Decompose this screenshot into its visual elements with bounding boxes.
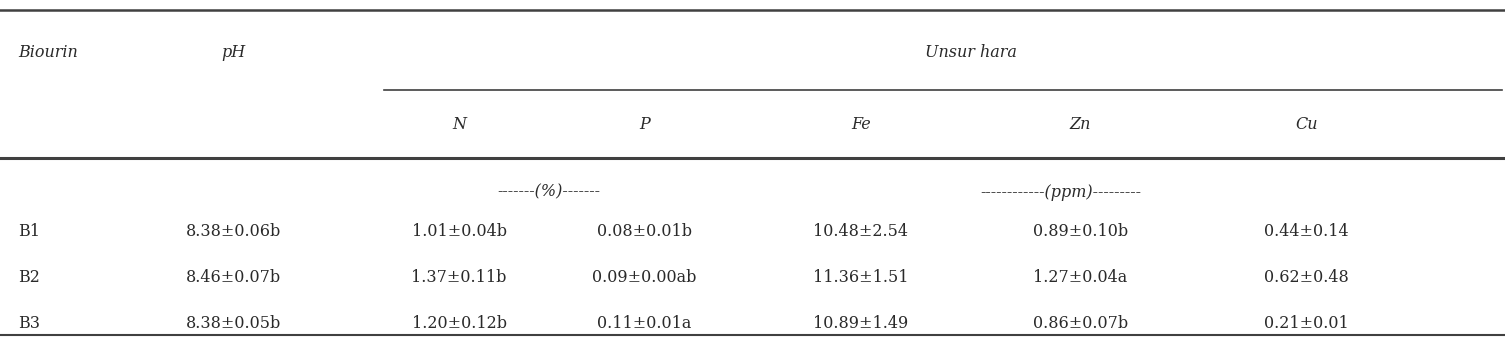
Text: Cu: Cu	[1296, 116, 1317, 133]
Text: Zn: Zn	[1070, 116, 1091, 133]
Text: N: N	[452, 116, 467, 133]
Text: 8.46±0.07b: 8.46±0.07b	[185, 269, 281, 286]
Text: 1.20±0.12b: 1.20±0.12b	[411, 314, 507, 332]
Text: 0.89±0.10b: 0.89±0.10b	[1032, 223, 1129, 240]
Text: B3: B3	[18, 314, 41, 332]
Text: 1.37±0.11b: 1.37±0.11b	[411, 269, 507, 286]
Text: 0.62±0.48: 0.62±0.48	[1264, 269, 1348, 286]
Text: Biourin: Biourin	[18, 44, 78, 61]
Text: 0.08±0.01b: 0.08±0.01b	[596, 223, 692, 240]
Text: P: P	[638, 116, 650, 133]
Text: 8.38±0.06b: 8.38±0.06b	[185, 223, 281, 240]
Text: -------(%)-------: -------(%)-------	[498, 184, 600, 201]
Text: Unsur hara: Unsur hara	[924, 44, 1017, 61]
Text: 1.01±0.04b: 1.01±0.04b	[411, 223, 507, 240]
Text: 0.44±0.14: 0.44±0.14	[1264, 223, 1348, 240]
Text: pH: pH	[221, 44, 245, 61]
Text: Fe: Fe	[850, 116, 871, 133]
Text: 0.11±0.01a: 0.11±0.01a	[597, 314, 691, 332]
Text: ------------(ppm)---------: ------------(ppm)---------	[981, 184, 1141, 201]
Text: 10.48±2.54: 10.48±2.54	[813, 223, 909, 240]
Text: 1.27±0.04a: 1.27±0.04a	[1034, 269, 1127, 286]
Text: 8.38±0.05b: 8.38±0.05b	[185, 314, 281, 332]
Text: B2: B2	[18, 269, 41, 286]
Text: 0.86±0.07b: 0.86±0.07b	[1032, 314, 1129, 332]
Text: 0.21±0.01: 0.21±0.01	[1264, 314, 1348, 332]
Text: 10.89±1.49: 10.89±1.49	[813, 314, 909, 332]
Text: B1: B1	[18, 223, 41, 240]
Text: 0.09±0.00ab: 0.09±0.00ab	[591, 269, 697, 286]
Text: 11.36±1.51: 11.36±1.51	[813, 269, 909, 286]
